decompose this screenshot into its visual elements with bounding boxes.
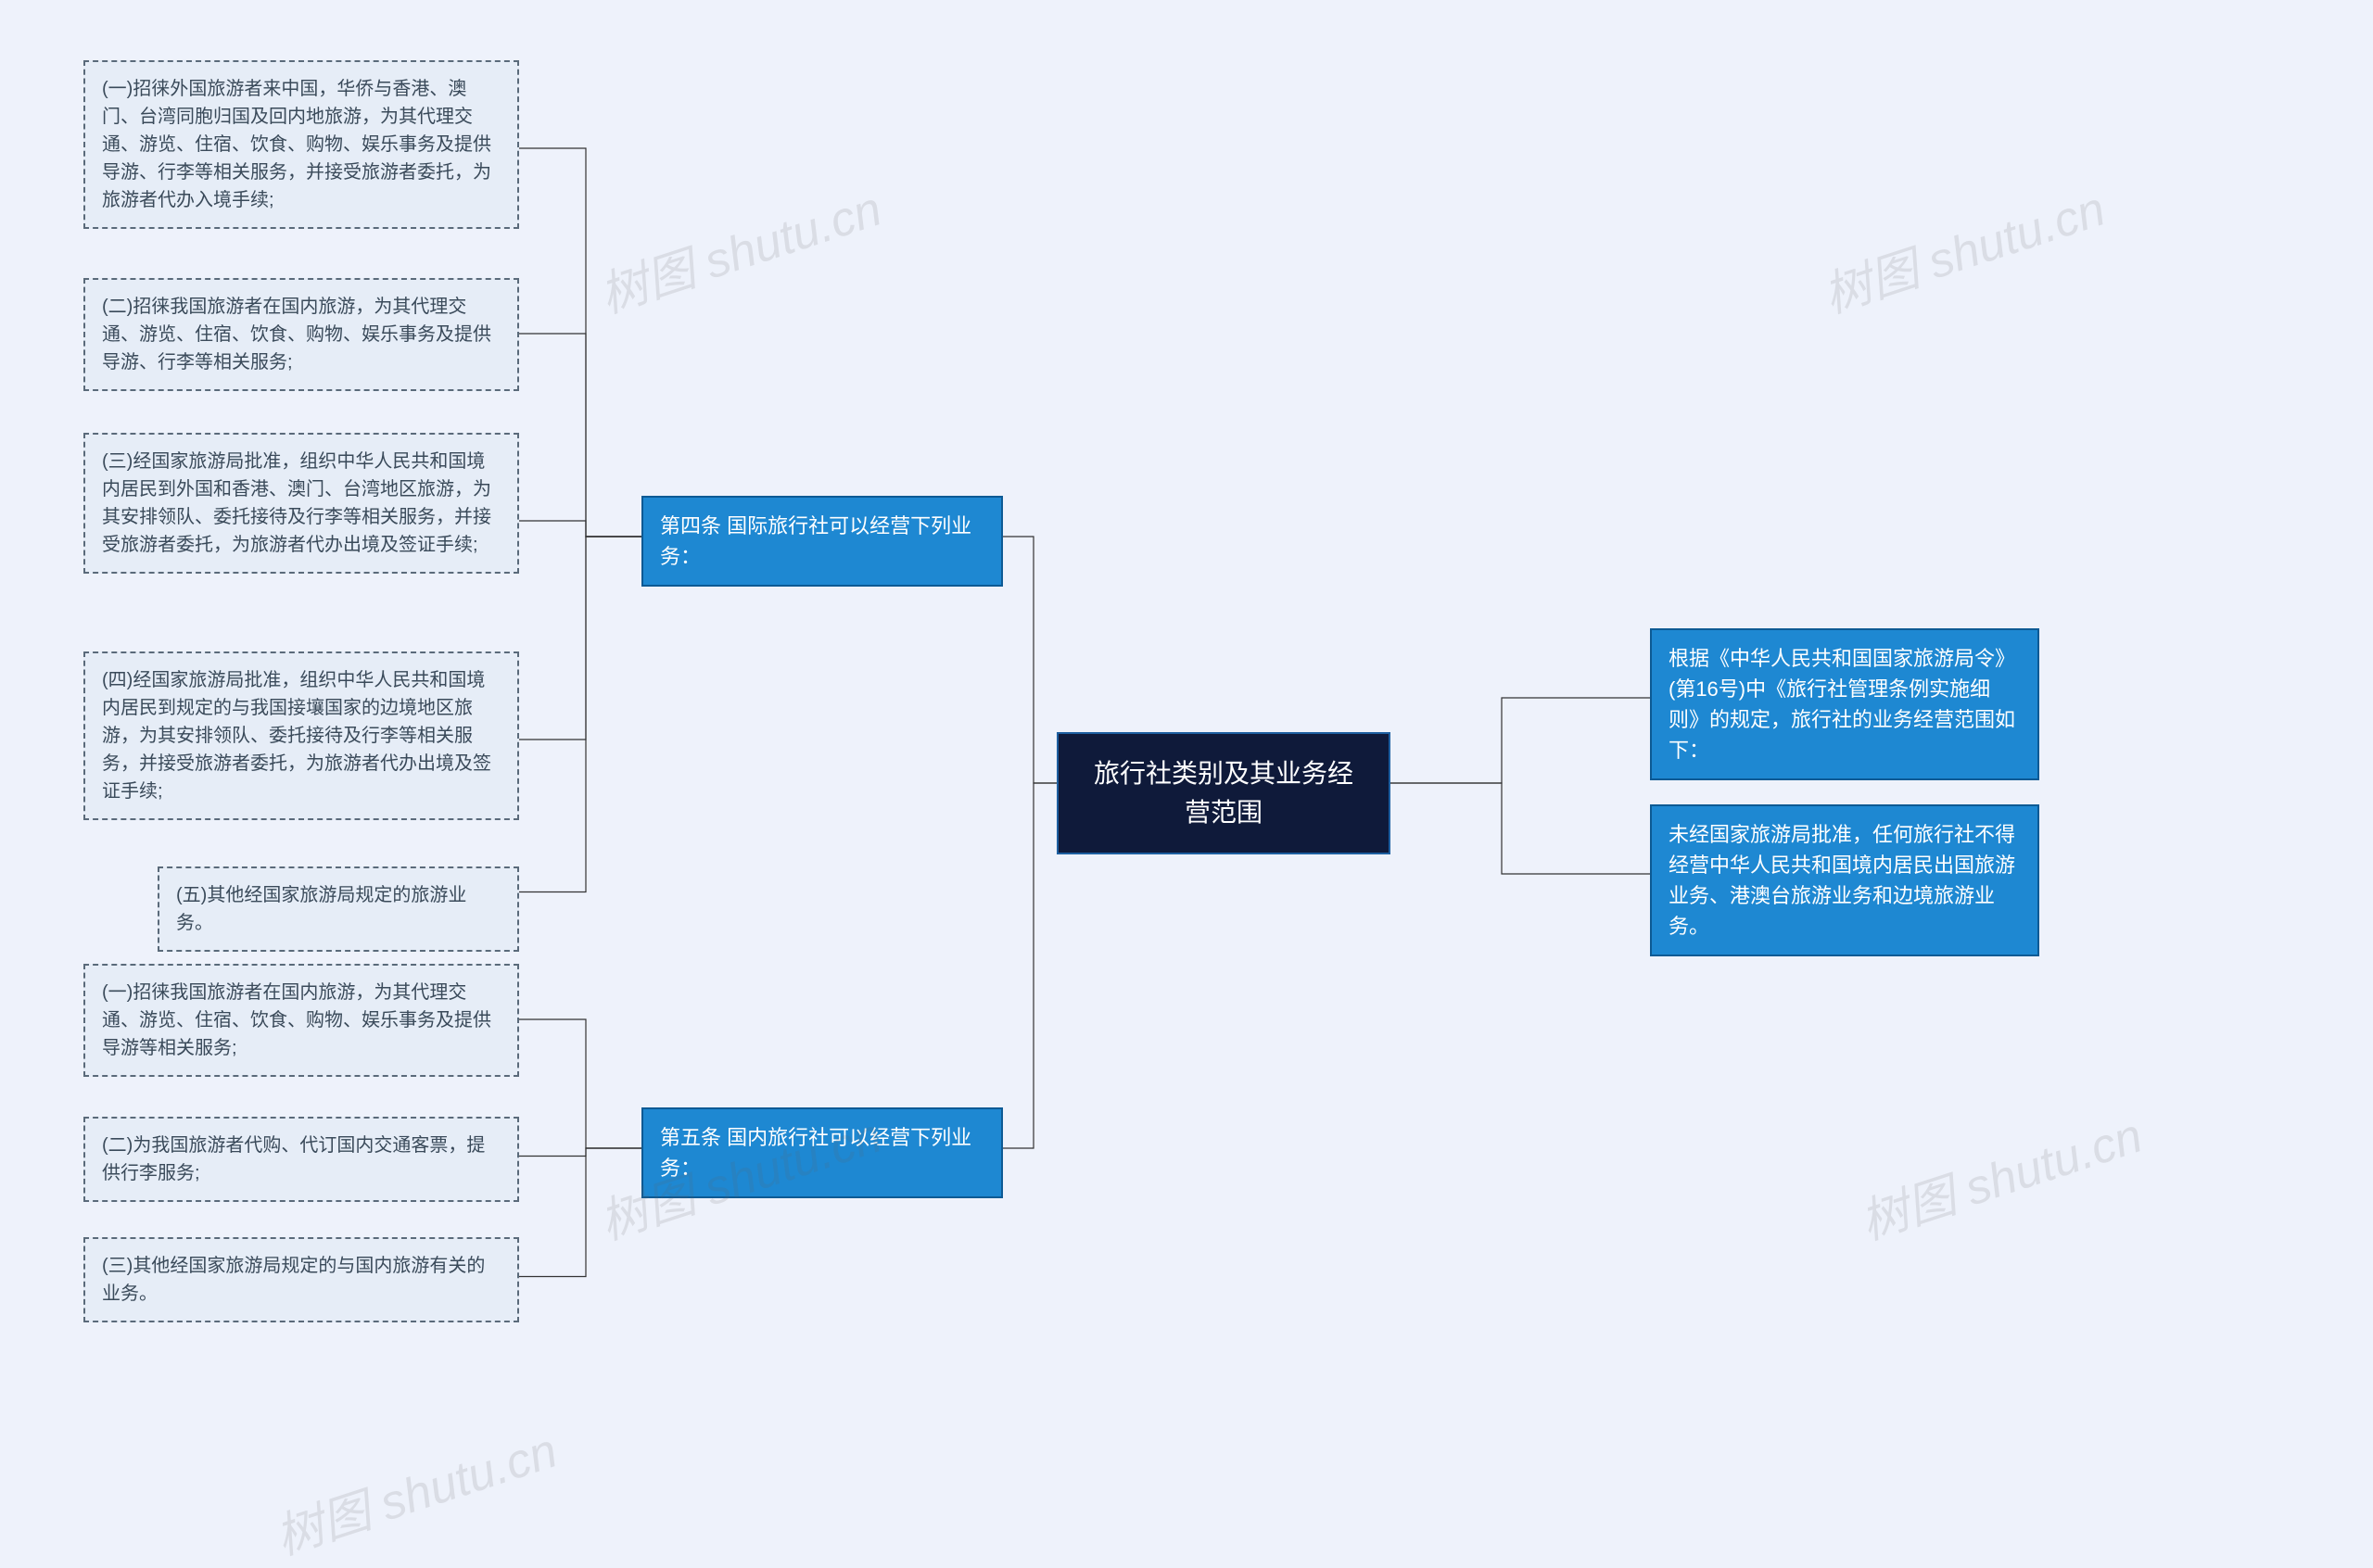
- right-node-1: 未经国家旅游局批准，任何旅行社不得经营中华人民共和国境内居民出国旅游业务、港澳台…: [1650, 804, 2039, 956]
- leaf-art5-1: (二)为我国旅游者代购、代订国内交通客票，提供行李服务;: [83, 1117, 519, 1202]
- watermark-0: 树图 shutu.cn: [590, 170, 889, 326]
- right-node-0: 根据《中华人民共和国国家旅游局令》(第16号)中《旅行社管理条例实施细则》的规定…: [1650, 628, 2039, 780]
- watermark-1: 树图 shutu.cn: [1813, 170, 2113, 326]
- leaf-art5-0: (一)招徕我国旅游者在国内旅游，为其代理交通、游览、住宿、饮食、购物、娱乐事务及…: [83, 964, 519, 1077]
- mid-node-art5: 第五条 国内旅行社可以经营下列业务：: [641, 1107, 1003, 1198]
- leaf-art4-0: (一)招徕外国旅游者来中国，华侨与香港、澳门、台湾同胞归国及回内地旅游，为其代理…: [83, 60, 519, 229]
- watermark-3: 树图 shutu.cn: [1850, 1096, 2150, 1253]
- leaf-art4-3: (四)经国家旅游局批准，组织中华人民共和国境内居民到规定的与我国接壤国家的边境地…: [83, 651, 519, 820]
- leaf-art4-2: (三)经国家旅游局批准，组织中华人民共和国境内居民到外国和香港、澳门、台湾地区旅…: [83, 433, 519, 574]
- leaf-art4-4: (五)其他经国家旅游局规定的旅游业务。: [158, 866, 519, 952]
- center-node-text: 旅行社类别及其业务经营范围: [1094, 759, 1353, 827]
- leaf-art5-2: (三)其他经国家旅游局规定的与国内旅游有关的业务。: [83, 1237, 519, 1322]
- center-node: 旅行社类别及其业务经营范围: [1057, 732, 1390, 854]
- mid-node-art4: 第四条 国际旅行社可以经营下列业务：: [641, 496, 1003, 587]
- watermark-4: 树图 shutu.cn: [265, 1411, 565, 1568]
- leaf-art4-1: (二)招徕我国旅游者在国内旅游，为其代理交通、游览、住宿、饮食、购物、娱乐事务及…: [83, 278, 519, 391]
